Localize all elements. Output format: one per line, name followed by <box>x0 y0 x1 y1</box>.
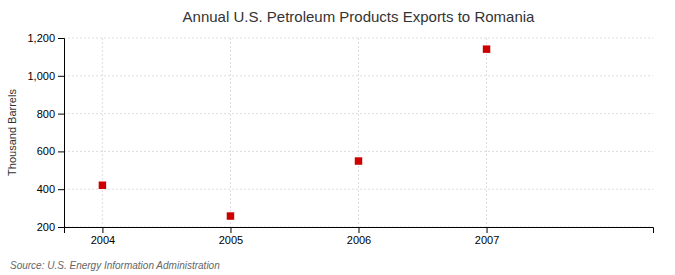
tick: 2005 <box>219 227 243 246</box>
tick: 2006 <box>347 227 371 246</box>
x-axis: 2004 2005 2006 2007 <box>65 227 654 246</box>
annotation: Source: U.S. Energy Information Administ… <box>10 260 220 271</box>
tick-label: 1,200 <box>27 32 55 44</box>
title: Annual U.S. Petroleum Products Exports t… <box>183 8 535 25</box>
tick-mark <box>58 38 64 39</box>
points <box>99 45 491 219</box>
tick-mark <box>58 227 64 228</box>
tick: 200 <box>37 221 64 233</box>
grid-line <box>64 189 653 190</box>
axis-title: Thousand Barrels <box>6 89 18 176</box>
tick: 800 <box>37 108 64 120</box>
tick-mark <box>58 76 64 77</box>
tick: 400 <box>37 183 64 195</box>
tick-mark <box>359 227 360 233</box>
tick-label: 2006 <box>347 234 371 246</box>
tick-mark <box>58 189 64 190</box>
tick-label: 2004 <box>91 234 115 246</box>
tick-mark <box>487 227 488 233</box>
grid <box>64 38 653 227</box>
grid-line <box>486 38 487 227</box>
point <box>355 157 362 164</box>
point <box>99 181 106 188</box>
grid-line <box>230 38 231 227</box>
grid-line <box>102 38 103 227</box>
tick-label: 600 <box>37 145 55 157</box>
tick-mark <box>58 151 64 152</box>
tick-label: 1,000 <box>27 70 55 82</box>
chart: 2004 2005 2006 2007 200 400 600 800 1,000 1,200 An… <box>0 0 675 275</box>
tick-label: 2005 <box>219 234 243 246</box>
tick-mark <box>58 114 64 115</box>
plot: 2004 2005 2006 2007 200 400 600 800 1,000 1,200 <box>27 32 653 246</box>
grid-line <box>64 113 653 114</box>
point <box>227 212 234 219</box>
tick-label: 2007 <box>475 234 499 246</box>
axis-line <box>58 39 65 228</box>
tick: 2004 <box>91 227 115 246</box>
tick-label: 800 <box>37 108 55 120</box>
tick-mark <box>102 227 103 233</box>
tick-label: 400 <box>37 183 55 195</box>
tick-mark <box>230 227 231 233</box>
tick: 2007 <box>475 227 499 246</box>
tick-label: 200 <box>37 221 55 233</box>
grid-line <box>358 38 359 227</box>
point <box>483 45 490 52</box>
tick: 600 <box>37 145 64 157</box>
y-axis: 200 400 600 800 1,000 1,200 <box>27 32 64 233</box>
tick: 1,000 <box>27 70 64 82</box>
tick: 1,200 <box>27 32 64 44</box>
axis-line <box>65 228 654 234</box>
